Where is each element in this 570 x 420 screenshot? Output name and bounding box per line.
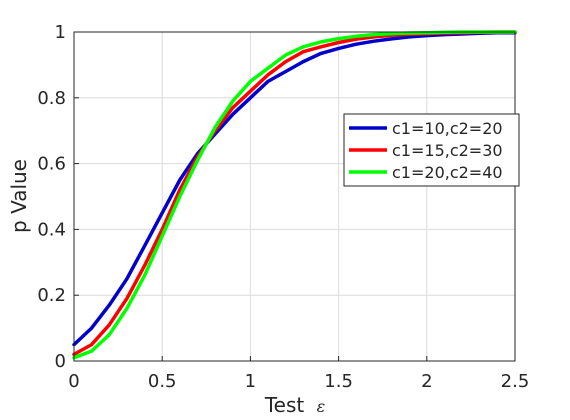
legend-label-2: c1=15,c2=30 [392,141,503,160]
plot-frame [73,31,516,362]
x-axis-label-symbol: ε [317,397,326,416]
y-tick-label: 0.2 [37,285,66,306]
y-tick-label: 1 [55,22,66,43]
y-tick-label: 0.6 [37,154,66,175]
y-axis-label: p Value [7,159,31,233]
legend: c1=10,c2=20 c1=15,c2=30 c1=20,c2=40 [343,113,520,187]
x-axis-label-text: Test [264,393,305,417]
x-tick-label: 1 [245,371,256,392]
x-tick-label: 1.5 [324,371,353,392]
y-tick-label: 0 [55,351,66,372]
x-tick-label: 0.5 [148,371,177,392]
axes: 0 0.5 1 1.5 2 2.5 0 0.2 0.4 0.6 0.8 1 [37,22,529,392]
y-tick-label: 0.4 [37,219,66,240]
x-tick-label: 2 [421,371,432,392]
x-axis-label: Test ε [264,393,325,417]
x-tick-label: 0 [68,371,79,392]
plot-area [74,32,515,361]
x-tick-label: 2.5 [501,371,530,392]
legend-label-1: c1=10,c2=20 [392,119,503,138]
legend-label-3: c1=20,c2=40 [392,163,503,182]
y-tick-label: 0.8 [37,88,66,109]
